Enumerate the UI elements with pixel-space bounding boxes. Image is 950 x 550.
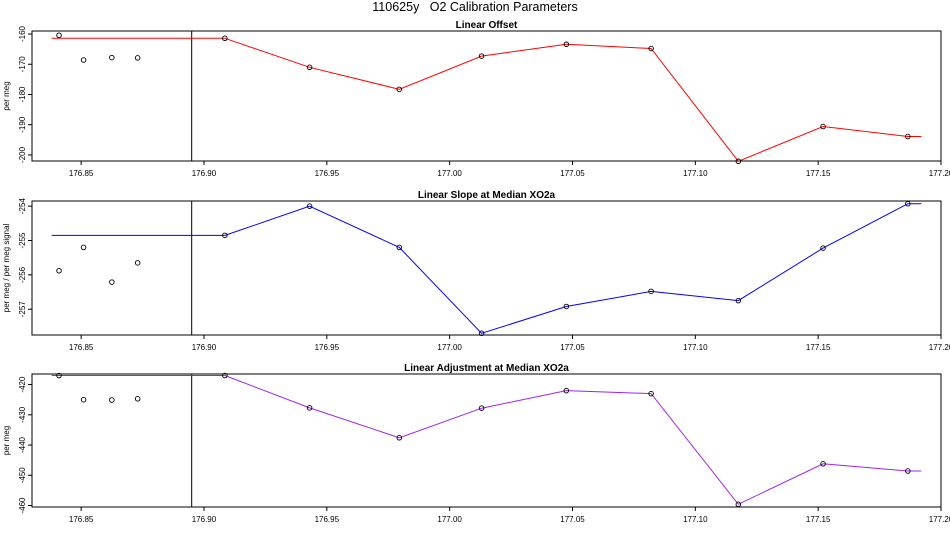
data-point xyxy=(820,245,826,251)
scatter-point xyxy=(56,372,62,379)
scatter-point xyxy=(80,57,87,63)
y-tick-label: -256 xyxy=(18,266,27,283)
data-point xyxy=(306,405,313,411)
scatter-point xyxy=(109,54,115,61)
x-tick-label: 176.90 xyxy=(192,515,217,524)
page-title: 110625y O2 Calibration Parameters xyxy=(372,0,578,14)
data-point xyxy=(905,133,911,140)
x-tick-label: 177.15 xyxy=(806,515,831,524)
y-tick-label: -440 xyxy=(18,436,27,453)
data-point xyxy=(478,330,485,337)
x-tick-label: 177.10 xyxy=(683,343,708,352)
y-tick-label: -450 xyxy=(18,467,27,484)
x-tick-label: 177.05 xyxy=(560,515,585,524)
chart-title: Linear Slope at Median XO2a xyxy=(418,190,556,201)
data-point xyxy=(306,203,313,209)
x-tick-label: 177.15 xyxy=(806,343,831,352)
scatter-point xyxy=(80,396,87,403)
plot-frame xyxy=(31,200,942,336)
x-tick-label: 177.15 xyxy=(806,169,831,178)
scatter-point xyxy=(56,32,62,38)
data-point xyxy=(222,232,228,239)
scatter-point xyxy=(109,397,115,403)
y-tick-label: -200 xyxy=(18,146,27,163)
data-point xyxy=(563,303,570,310)
data-point xyxy=(648,288,654,295)
data-point xyxy=(648,45,654,52)
x-tick-label: 177.20 xyxy=(929,343,950,352)
scatter-point xyxy=(134,55,141,61)
data-point xyxy=(648,390,654,397)
x-tick-label: 177.10 xyxy=(683,515,708,524)
data-point xyxy=(222,372,228,379)
data-point xyxy=(905,200,911,207)
data-point xyxy=(222,35,228,42)
data-point xyxy=(563,41,570,48)
data-point xyxy=(820,461,826,467)
data-point xyxy=(396,244,403,251)
scatter-point xyxy=(109,279,115,285)
y-axis-label: per meg xyxy=(2,426,11,455)
y-tick-label: -257 xyxy=(18,301,27,318)
x-tick-label: 176.95 xyxy=(315,343,340,352)
data-point xyxy=(396,435,403,441)
scatter-point xyxy=(134,260,141,266)
x-tick-label: 176.90 xyxy=(192,343,217,352)
data-point xyxy=(563,387,570,394)
y-tick-label: -190 xyxy=(18,116,27,133)
data-point xyxy=(820,123,826,130)
x-tick-label: 176.95 xyxy=(315,169,340,178)
x-tick-label: 177.20 xyxy=(929,515,950,524)
data-point xyxy=(306,64,313,71)
series-line xyxy=(224,37,922,162)
y-tick-label: -255 xyxy=(18,232,27,249)
data-point xyxy=(478,53,485,59)
series-line xyxy=(224,203,922,334)
x-tick-label: 177.00 xyxy=(437,515,462,524)
y-tick-label: -180 xyxy=(18,86,27,103)
x-tick-label: 177.20 xyxy=(929,169,950,178)
plot-frame xyxy=(31,373,942,508)
x-tick-label: 177.05 xyxy=(560,169,585,178)
x-tick-label: 176.85 xyxy=(69,343,94,352)
x-tick-label: 176.90 xyxy=(192,169,217,178)
y-axis-label: per meg xyxy=(2,81,11,110)
x-tick-label: 177.00 xyxy=(437,169,462,178)
x-tick-label: 176.95 xyxy=(315,515,340,524)
x-tick-label: 177.05 xyxy=(560,343,585,352)
series-line xyxy=(224,375,922,505)
plot-frame xyxy=(31,30,942,162)
x-tick-label: 176.85 xyxy=(69,515,94,524)
data-point xyxy=(735,501,742,508)
x-tick-label: 176.85 xyxy=(69,169,94,178)
data-point xyxy=(735,158,742,165)
scatter-point xyxy=(134,396,141,402)
y-tick-label: -170 xyxy=(18,56,27,73)
y-tick-label: -460 xyxy=(18,497,27,514)
y-tick-label: -430 xyxy=(18,406,27,423)
data-point xyxy=(478,405,485,411)
chart-title: Linear Adjustment at Median XO2a xyxy=(404,363,569,374)
scatter-point xyxy=(56,267,62,274)
data-point xyxy=(905,468,911,474)
data-point xyxy=(735,297,742,304)
y-tick-label: -254 xyxy=(18,198,27,215)
y-tick-label: -420 xyxy=(18,376,27,393)
x-tick-label: 177.00 xyxy=(437,343,462,352)
y-tick-label: -160 xyxy=(18,25,27,42)
scatter-point xyxy=(80,244,87,251)
y-axis-label: per meg / per meg signal xyxy=(2,224,11,313)
chart-title: Linear Offset xyxy=(456,20,518,31)
x-tick-label: 177.10 xyxy=(683,169,708,178)
data-point xyxy=(396,86,403,93)
